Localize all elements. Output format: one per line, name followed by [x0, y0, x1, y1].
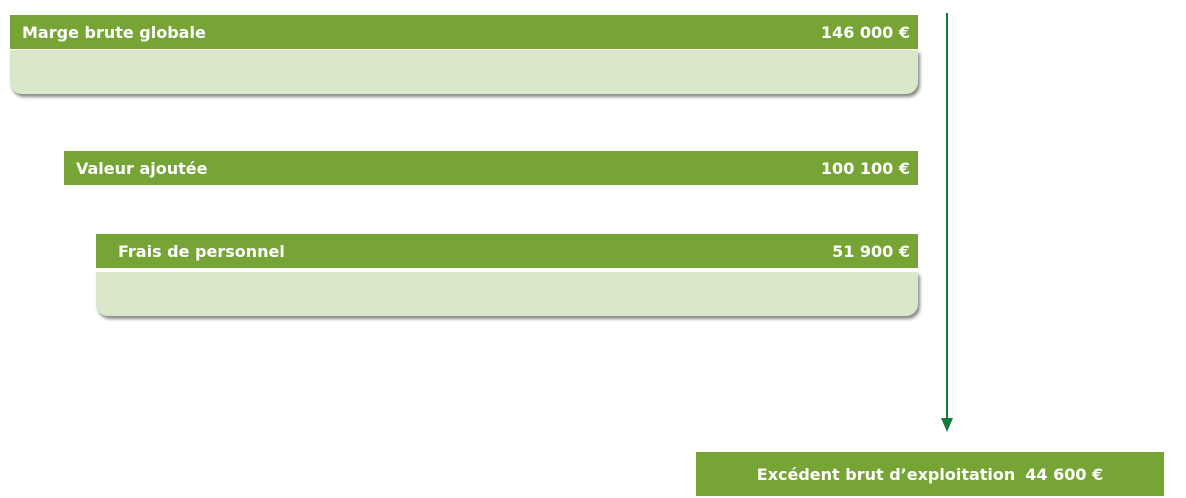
detail-box	[10, 50, 918, 94]
row-bar: Frais de personnel 51 900 €	[96, 234, 918, 268]
arrow-head	[941, 418, 953, 432]
detail-box	[96, 272, 918, 316]
row-bar: Marge brute globale 146 000 €	[10, 15, 918, 49]
row-amount: 100 100 €	[820, 158, 910, 178]
result-label: Excédent brut d’exploitation	[756, 464, 1016, 484]
row-amount: 51 900 €	[832, 241, 910, 261]
row-label: Valeur ajoutée	[76, 158, 208, 178]
result-bar: Excédent brut d’exploitation 44 600 €	[696, 452, 1164, 496]
row-bar: Valeur ajoutée 100 100 €	[64, 151, 918, 185]
result-amount: 44 600 €	[1025, 464, 1104, 484]
row-label: Frais de personnel	[118, 241, 285, 261]
row-label: Marge brute globale	[22, 22, 206, 42]
row-amount: 146 000 €	[820, 22, 910, 42]
